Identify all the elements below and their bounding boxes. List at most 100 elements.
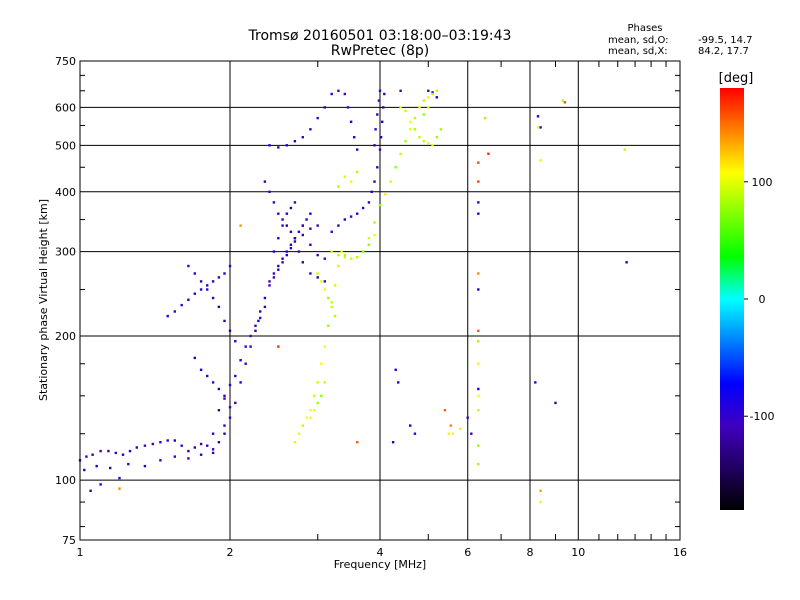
data-point [431,91,434,94]
data-point [337,253,340,257]
data-point [330,92,333,96]
data-point [272,272,276,275]
data-point [367,201,371,204]
data-point [281,257,284,260]
data-point [394,166,397,169]
colorbar-ticks: 100 0 -100 [744,176,774,423]
data-point [166,439,169,442]
data-point [343,218,346,221]
data-point [297,250,301,253]
data-point [399,106,402,109]
data-point [333,284,337,287]
data-point [413,116,417,120]
data-point [127,462,130,466]
data-point [320,394,323,397]
data-point [466,416,469,419]
data-point [159,441,162,444]
data-point [305,218,308,221]
data-point [223,397,226,400]
data-point [343,175,346,178]
colorbar [720,88,744,510]
x-tick-label: 2 [227,546,234,559]
data-point [223,272,226,275]
data-point [370,190,373,193]
info-x-values: 84.2, 17.7 [698,46,749,57]
data-point [534,381,537,384]
data-point [223,394,226,397]
data-point [239,381,242,384]
data-point [217,387,221,391]
data-point [361,250,365,253]
y-tick-label: 200 [55,330,76,343]
data-point [159,459,162,462]
data-point [277,146,280,149]
data-point [378,89,382,92]
data-point [356,148,359,151]
data-point [211,432,215,435]
data-point [330,250,333,253]
data-point [312,394,316,397]
info-heading: Phases [627,23,662,34]
data-point [323,106,326,109]
data-points [78,89,628,504]
data-point [173,310,176,313]
data-point [459,427,462,430]
data-point [316,224,319,227]
data-point [539,500,542,504]
data-point [316,401,319,405]
data-point [199,288,203,291]
data-point [228,416,232,419]
data-point [373,144,376,147]
data-point [263,180,267,183]
data-point [223,424,226,427]
data-point [193,446,196,449]
data-point [89,489,92,492]
data-point [217,305,221,309]
data-point [187,449,190,453]
data-point [309,212,312,215]
data-point [193,356,196,360]
data-point [374,128,377,131]
data-point [128,449,132,453]
data-point [382,106,385,109]
chart-subtitle: RwPretec (8p) [331,43,429,59]
data-point [277,264,280,268]
data-point [451,432,454,435]
data-point [323,381,326,384]
data-point [333,314,337,318]
data-point [343,92,346,96]
data-point [249,334,252,338]
data-point [470,432,473,435]
data-point [199,368,203,371]
data-point [166,314,169,318]
data-point [367,243,371,246]
data-point [289,230,293,233]
data-point [259,316,262,320]
data-point [180,444,183,447]
data-point [381,120,384,123]
data-point [180,303,183,307]
data-point [340,250,343,253]
data-point [309,227,312,230]
data-point [477,201,480,204]
y-tick-label: 100 [55,474,76,487]
data-point [285,224,288,227]
data-point [114,451,117,455]
data-point [118,476,121,480]
y-tick-label: 300 [55,246,76,259]
data-point [293,140,297,143]
data-point [91,453,94,456]
data-point [217,409,221,412]
data-point [539,126,542,129]
data-point [399,152,402,155]
data-point [373,233,376,237]
data-point [297,230,301,233]
data-point [477,462,480,466]
plot-frame [79,60,681,541]
data-point [409,128,412,131]
data-point [187,264,190,268]
data-point [217,441,221,444]
data-point [281,261,284,264]
data-point [254,324,257,327]
data-point [187,457,190,460]
